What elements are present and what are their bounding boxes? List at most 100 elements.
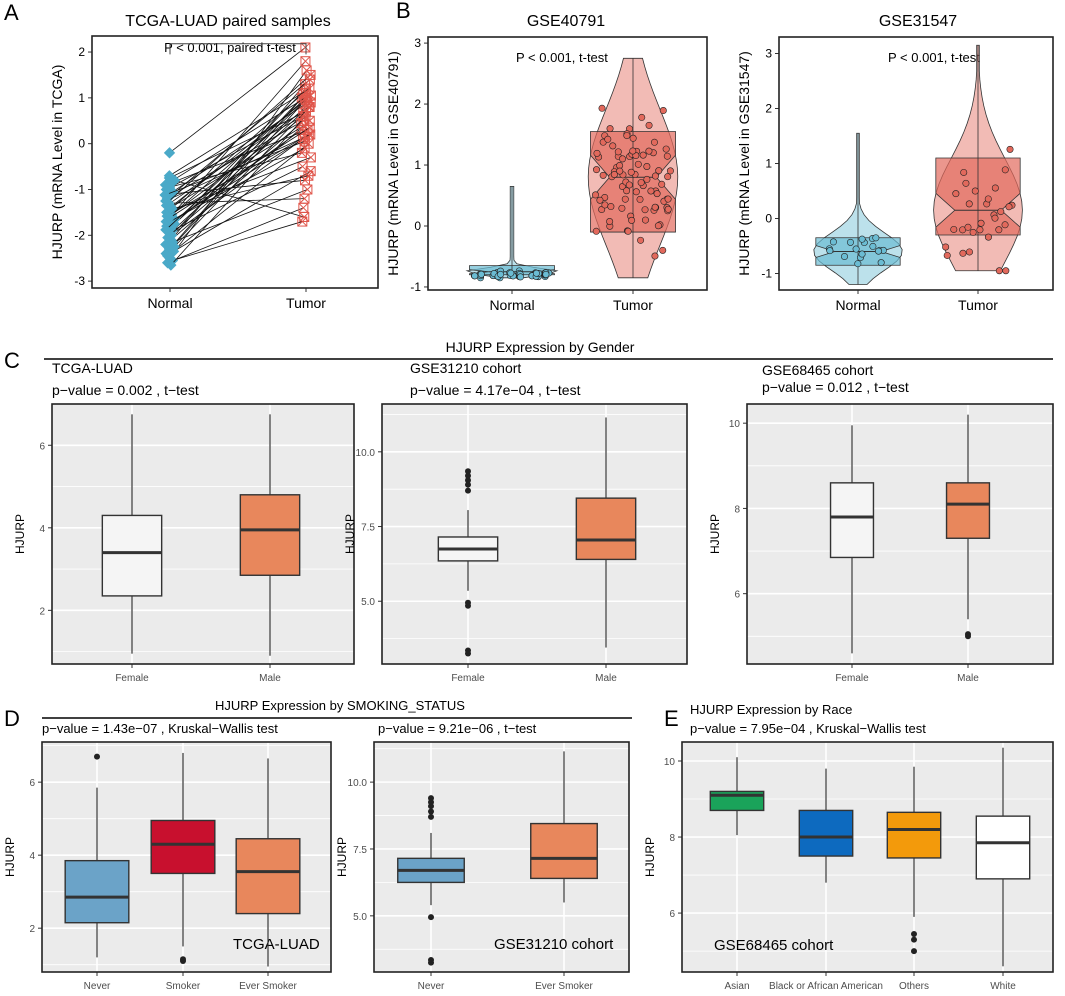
pair-line bbox=[167, 143, 309, 257]
jitter-point bbox=[950, 225, 958, 233]
jitter-point bbox=[858, 235, 866, 243]
pair-line bbox=[170, 99, 306, 208]
x-tick-label: Others bbox=[899, 981, 929, 992]
outlier-point bbox=[911, 948, 917, 955]
jitter-point bbox=[623, 187, 631, 195]
jitter-point bbox=[651, 203, 659, 211]
y-tick-label: 6 bbox=[669, 909, 675, 920]
cohort-label: GSE31210 cohort bbox=[494, 936, 614, 953]
jitter-point bbox=[991, 184, 999, 192]
jitter-point bbox=[1006, 145, 1014, 153]
panel-b1: -1 0 1 2 3 Normal Tumor HJURP (mRNA Level in GS… bbox=[385, 0, 708, 313]
jitter-point bbox=[664, 195, 672, 203]
jitter-point bbox=[628, 216, 636, 224]
tumor-point-cross bbox=[300, 42, 311, 53]
jitter-point bbox=[841, 253, 849, 261]
jitter-point bbox=[1005, 203, 1013, 211]
jitter-point bbox=[858, 250, 866, 258]
jitter-point bbox=[624, 227, 632, 235]
pair-line bbox=[167, 74, 311, 203]
y-tick-label: 2 bbox=[39, 606, 45, 617]
y-tick-label: 1 bbox=[78, 91, 85, 105]
y-tick-label: -1 bbox=[761, 267, 772, 281]
y-tick-label: 4 bbox=[29, 851, 35, 862]
y-tick-label: 7.5 bbox=[353, 845, 367, 856]
jitter-point bbox=[604, 135, 612, 143]
pair-line bbox=[170, 88, 307, 229]
jitter-point bbox=[592, 227, 600, 235]
jitter-point bbox=[1001, 166, 1009, 174]
jitter-point bbox=[614, 148, 622, 156]
normal-point bbox=[163, 147, 176, 159]
p-value-annotation: P < 0.001, t-test bbox=[516, 50, 608, 65]
jitter-point bbox=[596, 196, 604, 204]
panel-letter: C bbox=[4, 348, 20, 373]
box-others bbox=[886, 811, 942, 859]
significance-bracket bbox=[169, 43, 307, 55]
tumor-point-cross bbox=[300, 111, 311, 122]
jitter-point bbox=[619, 155, 627, 163]
panel-title: TCGA-LUAD bbox=[52, 360, 133, 376]
x-tick-label: Black or African American bbox=[769, 981, 883, 992]
pair-line bbox=[172, 189, 308, 243]
jitter-point bbox=[616, 167, 624, 175]
y-tick-label: 5.0 bbox=[361, 597, 375, 608]
tumor-point-cross bbox=[299, 143, 310, 154]
y-tick-label: 1 bbox=[414, 158, 421, 172]
box-female bbox=[101, 514, 163, 597]
pair-line bbox=[169, 111, 307, 179]
jitter-point bbox=[639, 151, 647, 159]
outlier-point bbox=[180, 958, 186, 965]
y-tick-label: 10 bbox=[729, 419, 741, 430]
tumor-point bbox=[300, 42, 311, 53]
jitter-point bbox=[664, 205, 672, 213]
plot-background bbox=[52, 404, 354, 664]
plot-border bbox=[51, 403, 355, 665]
y-tick-label: 10 bbox=[664, 757, 676, 768]
y-tick-label: 3 bbox=[765, 47, 772, 61]
pair-line bbox=[171, 166, 303, 232]
y-axis-label: HJURP (mRNA Level in GSE40791) bbox=[385, 51, 401, 276]
jitter-point bbox=[995, 226, 1003, 234]
x-tick-label: Smoker bbox=[166, 981, 201, 992]
x-tick-label: Tumor bbox=[958, 297, 998, 313]
panel-letter: E bbox=[664, 706, 679, 731]
jitter-point bbox=[636, 195, 644, 203]
panel-title: GSE40791 bbox=[527, 13, 605, 30]
jitter-point bbox=[969, 228, 977, 236]
p-value-annotation: p−value = 1.43e−07 , Kruskal−Wallis test bbox=[42, 721, 278, 736]
box-male bbox=[945, 482, 991, 539]
x-tick-label: Never bbox=[418, 981, 445, 992]
outlier-point bbox=[428, 808, 434, 815]
y-axis-label: HJURP (mRNA Level in TCGA) bbox=[49, 65, 65, 260]
pair-line bbox=[172, 102, 308, 193]
y-axis-label: HJURP bbox=[708, 514, 722, 554]
panel-letter: A bbox=[4, 0, 19, 25]
y-tick-label: 8 bbox=[669, 833, 675, 844]
outlier-point bbox=[465, 481, 471, 488]
tumor-point bbox=[299, 136, 310, 147]
jitter-point bbox=[647, 187, 655, 195]
outlier-point bbox=[465, 468, 471, 475]
tumor-point-cross bbox=[303, 170, 314, 181]
jitter-point bbox=[826, 247, 834, 255]
plot-background bbox=[747, 404, 1053, 664]
tumor-point-cross bbox=[296, 118, 307, 128]
y-tick-label: 1 bbox=[765, 157, 772, 171]
y-tick-label: 6 bbox=[39, 441, 45, 452]
jitter-point bbox=[869, 242, 877, 250]
p-value-annotation: p−value = 7.95e−04 , Kruskal−Wallis test bbox=[690, 721, 926, 736]
box-ever-smoker bbox=[530, 822, 598, 880]
box-male bbox=[239, 494, 301, 576]
pair-line bbox=[169, 88, 310, 177]
jitter-point bbox=[654, 222, 662, 230]
jitter-point bbox=[846, 238, 854, 246]
jitter-point bbox=[952, 190, 960, 198]
x-tick-label: Ever Smoker bbox=[239, 981, 297, 992]
jitter-point bbox=[607, 203, 615, 211]
p-value-annotation: P < 0.001, paired t-test bbox=[164, 40, 296, 55]
y-axis-label: HJURP bbox=[343, 514, 357, 554]
jitter-point bbox=[651, 172, 659, 180]
jitter-point bbox=[471, 272, 479, 280]
